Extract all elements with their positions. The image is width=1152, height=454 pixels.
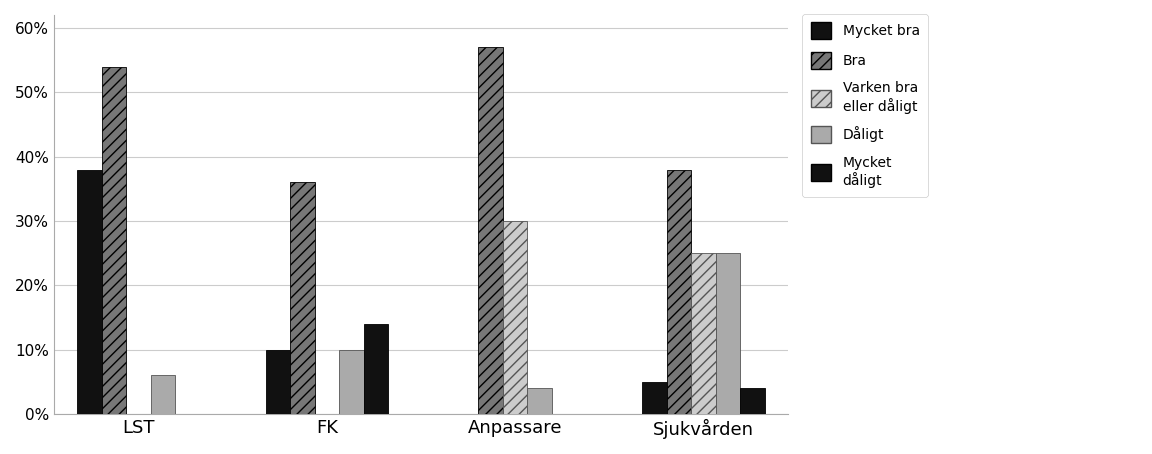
Bar: [715, 253, 740, 414]
Bar: [151, 375, 175, 414]
Bar: [642, 382, 667, 414]
Bar: [667, 169, 691, 414]
Bar: [364, 324, 388, 414]
Bar: [740, 388, 765, 414]
Bar: [101, 67, 127, 414]
Bar: [266, 350, 290, 414]
Legend: Mycket bra, Bra, Varken bra
eller dåligt, Dåligt, Mycket
dåligt: Mycket bra, Bra, Varken bra eller dåligt…: [802, 14, 929, 197]
Bar: [528, 388, 552, 414]
Bar: [502, 221, 528, 414]
Bar: [339, 350, 364, 414]
Bar: [478, 47, 502, 414]
Bar: [691, 253, 715, 414]
Bar: [290, 183, 314, 414]
Bar: [77, 169, 101, 414]
